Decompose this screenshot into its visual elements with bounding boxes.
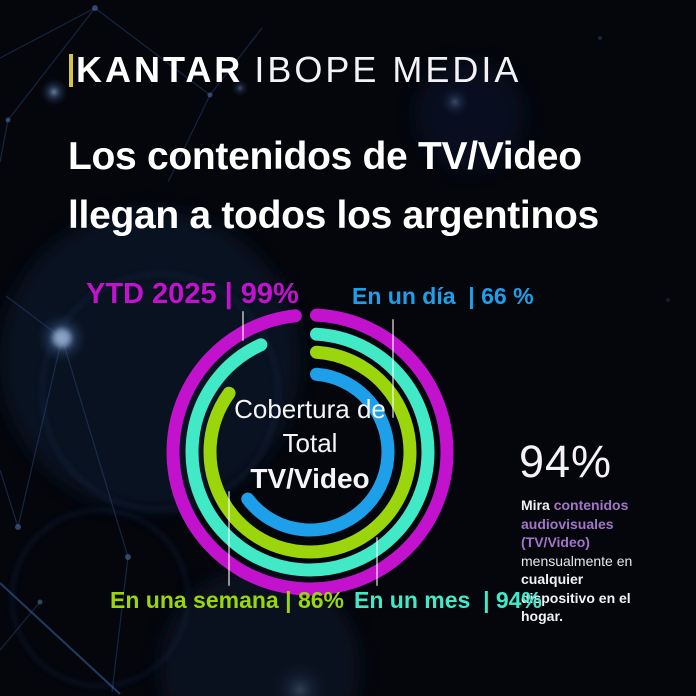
center-line-3: TV/Video xyxy=(250,463,370,494)
brand-suffix: IBOPE MEDIA xyxy=(254,49,522,90)
coverage-chart: Cobertura de Total TV/Video xyxy=(150,292,470,612)
label-en-un-dia: En un día | 66 % xyxy=(352,283,534,309)
title-line-2: llegan a todos los argentinos xyxy=(68,194,599,237)
ring-mes xyxy=(185,327,435,577)
title-line-1: Los contenidos de TV/Video xyxy=(68,135,582,178)
center-line-1: Cobertura de xyxy=(234,394,386,424)
stat-seg-highlight: contenidos audiovisuales (TV/Video) xyxy=(521,497,629,550)
coverage-rings-svg xyxy=(166,308,454,596)
label-en-una-semana: En una semana | 86% xyxy=(110,587,344,613)
ring-semana xyxy=(203,345,417,559)
stat-seg-tail: cualquier dispositivo en el hogar. xyxy=(521,571,631,624)
callout-line-mes xyxy=(376,537,378,586)
stat-value: 94% xyxy=(519,436,613,487)
label-ytd-2025: YTD 2025 | 99% xyxy=(86,278,299,310)
ring-dia xyxy=(225,367,395,537)
callout-line-semana xyxy=(228,491,230,586)
stat-seg-lead: Mira xyxy=(521,497,554,513)
center-line-2: Total xyxy=(282,428,338,458)
label-en-un-mes: En un mes | 94% xyxy=(354,587,542,613)
stat-description: Mira contenidos audiovisuales (TV/Video)… xyxy=(521,496,651,626)
callout-line-dia xyxy=(392,319,394,418)
callout-line-ytd xyxy=(242,311,244,341)
brand-accent-bar xyxy=(69,53,73,87)
page-title: Los contenidos de TV/Video llegan a todo… xyxy=(68,127,599,245)
stat-seg-mid: mensualmente en xyxy=(521,552,633,569)
chart-center-label: Cobertura de Total TV/Video xyxy=(150,392,470,497)
brand-logo: KANTAR IBOPE MEDIA xyxy=(69,51,521,89)
ring-ytd xyxy=(166,308,454,596)
brand-name: KANTAR xyxy=(76,49,244,90)
